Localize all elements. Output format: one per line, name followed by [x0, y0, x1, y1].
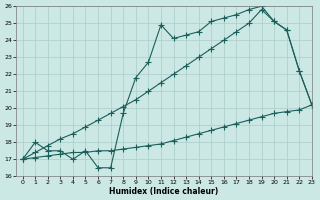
X-axis label: Humidex (Indice chaleur): Humidex (Indice chaleur) — [109, 187, 219, 196]
